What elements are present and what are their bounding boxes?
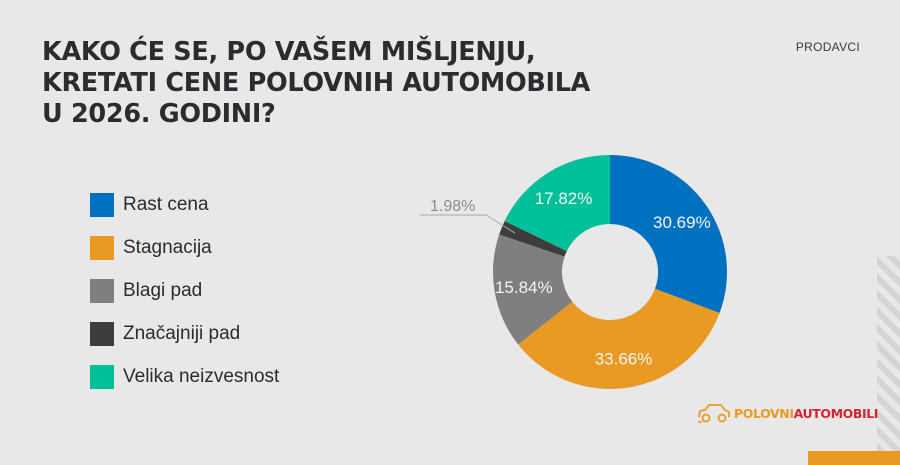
legend-label: Značajniji pad	[123, 323, 241, 344]
segment-tag: PRODAVCI	[795, 40, 860, 54]
chart-title: KAKO ĆE SE, PO VAŠEM MIŠLJENJU, KRETATI …	[42, 37, 662, 130]
car-outline-icon	[698, 404, 730, 423]
decorative-orange-bar	[808, 451, 900, 465]
legend-label: Blagi pad	[123, 280, 203, 301]
brand-name-part2: AUTOMOBILI	[793, 405, 879, 421]
slice-value-label: 15.84%	[495, 278, 553, 297]
slice-value-label: 1.98%	[430, 198, 475, 215]
donut-slice-velika-neizvesnost	[504, 155, 610, 252]
slice-value-label: 33.66%	[595, 349, 653, 368]
title-line-2: KRETATI CENE POLOVNIH AUTOMOBILA	[42, 68, 591, 98]
leader-line	[420, 214, 516, 234]
donut-labels: 30.69% 33.66% 15.84% 1.98% 17.82%	[420, 189, 711, 368]
legend-item-blagi-pad: Blagi pad	[90, 279, 279, 303]
title-line-1: KAKO ĆE SE, PO VAŠEM MIŠLJENJU,	[42, 37, 536, 67]
legend-label: Rast cena	[123, 194, 209, 215]
decorative-stripes	[877, 256, 900, 451]
slice-value-label: 30.69%	[653, 213, 711, 232]
legend-item-znacajniji-pad: Značajniji pad	[90, 322, 279, 346]
brand-logo: POLOVNIAUTOMOBILI	[697, 402, 878, 424]
donut-slices	[492, 155, 728, 390]
legend-swatch-icon	[90, 193, 114, 217]
legend-swatch-icon	[90, 322, 114, 346]
legend-label: Stagnacija	[123, 237, 212, 258]
legend-label: Velika neizvesnost	[123, 366, 280, 387]
legend-item-stagnacija: Stagnacija	[90, 236, 279, 260]
donut-slice-rast-cena	[610, 155, 728, 313]
legend-swatch-icon	[90, 236, 114, 260]
donut-slice-zna-ajniji-pad	[499, 221, 567, 257]
legend-item-velika-neizvesnost: Velika neizvesnost	[90, 365, 279, 389]
legend-item-rast-cena: Rast cena	[90, 193, 279, 217]
chart-legend: Rast cena Stagnacija Blagi pad Značajnij…	[90, 193, 279, 408]
legend-swatch-icon	[90, 279, 114, 303]
title-line-3: U 2026. GODINI?	[42, 99, 276, 129]
legend-swatch-icon	[90, 365, 114, 389]
brand-name-part1: POLOVNI	[734, 405, 794, 421]
brand-name: POLOVNIAUTOMOBILI	[734, 406, 878, 421]
donut-slice-blagi-pad	[492, 234, 573, 345]
slice-value-label: 17.82%	[535, 189, 593, 208]
donut-slice-stagnacija	[518, 288, 720, 390]
